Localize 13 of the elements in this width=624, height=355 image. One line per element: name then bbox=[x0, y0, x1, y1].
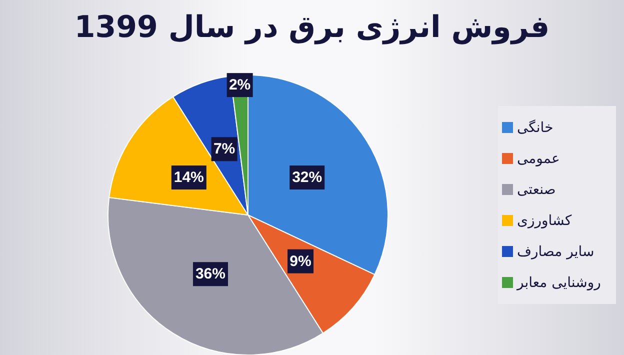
data-label: 14% bbox=[174, 168, 204, 186]
legend-label: خانگی bbox=[517, 120, 554, 136]
legend-label: صنعتی bbox=[517, 182, 556, 198]
legend-label: روشنایی معابر bbox=[517, 275, 601, 291]
data-label: 9% bbox=[290, 252, 312, 270]
chart-title: فروش انرژی برق در سال 1399 bbox=[73, 9, 551, 47]
legend-label: سایر مصارف bbox=[517, 244, 594, 260]
data-label: 32% bbox=[292, 168, 322, 186]
data-label: 36% bbox=[195, 266, 226, 283]
data-label: 2% bbox=[228, 76, 251, 94]
legend-label: عمومی bbox=[517, 151, 560, 167]
legend-label: کشاورزی bbox=[517, 213, 572, 229]
data-label: 7% bbox=[213, 140, 236, 158]
